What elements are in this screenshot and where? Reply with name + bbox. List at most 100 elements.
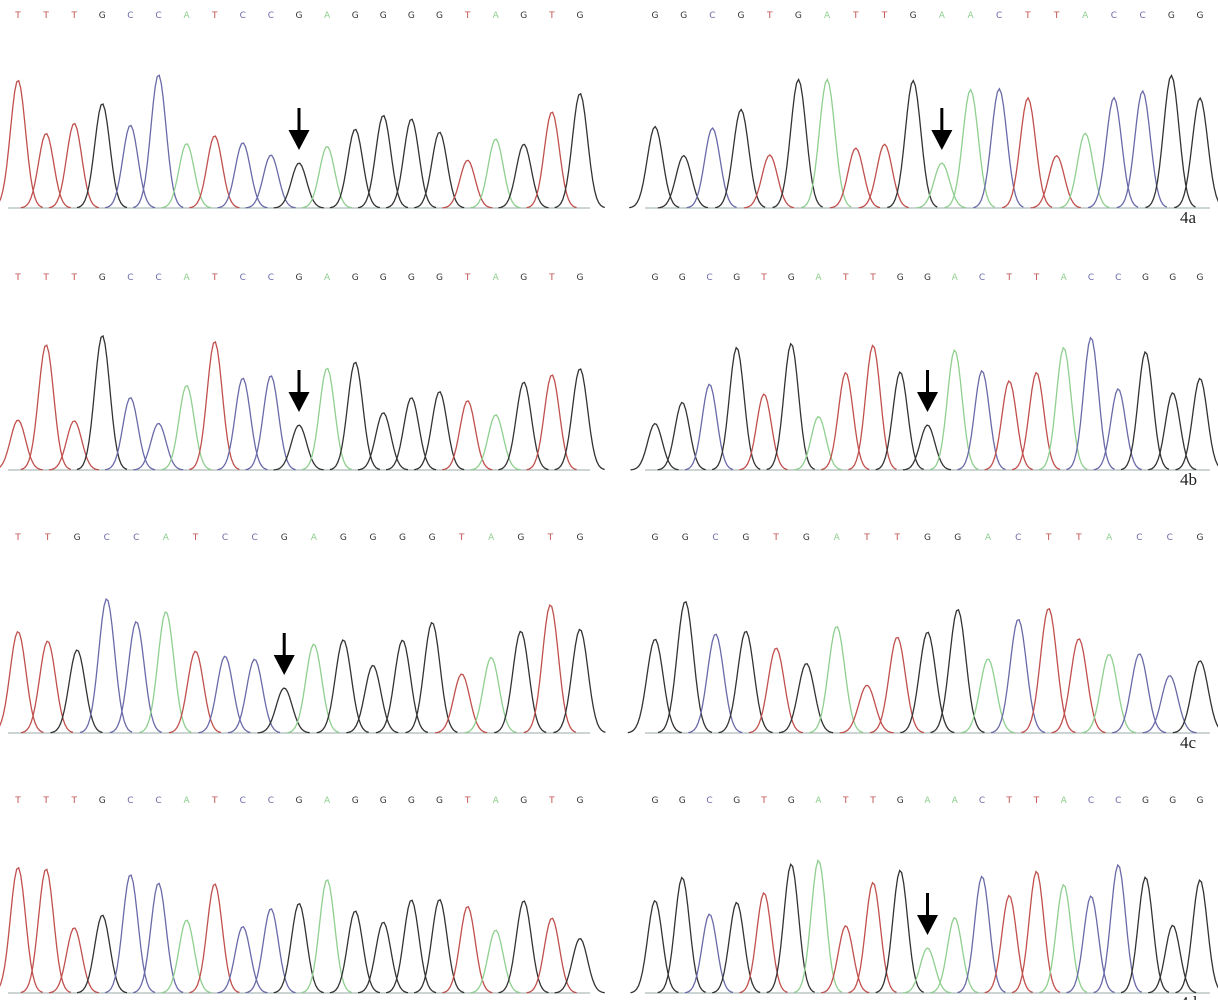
base-call: T	[869, 796, 876, 806]
base-call: G	[520, 273, 527, 283]
base-call: C	[155, 273, 161, 283]
base-call: A	[163, 533, 170, 543]
trace-peak	[246, 909, 296, 993]
base-call: G	[296, 796, 303, 806]
base-call: G	[281, 533, 288, 543]
trace-peak	[527, 375, 577, 470]
trace-peak	[527, 112, 577, 207]
base-call: T	[842, 796, 849, 806]
base-call: T	[881, 11, 888, 21]
base-call: C	[104, 533, 110, 543]
trace-peak	[105, 875, 155, 993]
base-call: A	[493, 796, 500, 806]
base-call: A	[184, 796, 191, 806]
trace-peak	[1121, 877, 1169, 992]
trace-peak	[555, 94, 605, 208]
trace-peak	[849, 883, 897, 993]
arrow	[289, 370, 310, 412]
trace-peak	[658, 878, 706, 993]
trace-peak	[712, 348, 760, 470]
trace-peak	[744, 155, 794, 208]
trace-peak	[870, 637, 924, 732]
base-call: C	[127, 11, 133, 21]
base-call: G	[680, 11, 687, 21]
trace-peak	[139, 612, 191, 733]
trace-peak	[973, 89, 1023, 208]
base-call: C	[222, 533, 228, 543]
base-call: C	[979, 796, 985, 806]
base-call: C	[268, 273, 274, 283]
trace-peak	[1174, 98, 1218, 208]
trace-peak	[1012, 373, 1060, 470]
trace-peak	[198, 656, 250, 732]
base-call: C	[1088, 273, 1094, 283]
base-call: C	[706, 273, 712, 283]
base-call: G	[380, 11, 387, 21]
base-call: G	[99, 273, 106, 283]
base-call: G	[296, 11, 303, 21]
base-call: G	[577, 533, 584, 543]
base-call: G	[408, 796, 415, 806]
trace-peak	[658, 403, 706, 470]
base-call: C	[268, 796, 274, 806]
base-call: A	[488, 533, 495, 543]
base-call: G	[924, 533, 931, 543]
base-call: A	[815, 796, 822, 806]
base-call: T	[547, 533, 554, 543]
trace-peak	[931, 610, 985, 733]
panel-label: 4a	[1180, 208, 1197, 227]
base-call: A	[184, 11, 191, 21]
trace-peak	[0, 420, 43, 470]
trace-peak	[0, 81, 43, 208]
base-call: T	[863, 533, 870, 543]
trace-peak	[169, 651, 221, 732]
base-call: C	[1136, 533, 1142, 543]
base-call: G	[788, 273, 795, 283]
trace-peak	[189, 342, 239, 470]
trace-peak	[21, 134, 71, 208]
trace-peak	[258, 688, 310, 733]
trace-peak	[21, 641, 73, 732]
panel-label: 4c	[1180, 733, 1197, 752]
trace-peak	[302, 368, 352, 469]
trace-peak	[386, 900, 436, 992]
base-call: G	[910, 11, 917, 21]
base-call: G	[742, 533, 749, 543]
trace-peak	[386, 398, 436, 470]
base-call: C	[155, 11, 161, 21]
arrow	[917, 893, 938, 935]
base-call: T	[70, 273, 77, 283]
trace-peak	[1094, 865, 1142, 992]
base-call: A	[1061, 796, 1068, 806]
base-call: A	[324, 11, 331, 21]
base-call: C	[133, 533, 139, 543]
trace-peak	[524, 605, 576, 732]
trace-peak	[740, 893, 788, 993]
trace-peak	[629, 127, 679, 208]
base-call: G	[1169, 796, 1176, 806]
arrow	[289, 108, 310, 150]
base-call: T	[1033, 796, 1040, 806]
base-call: T	[14, 273, 21, 283]
base-call: T	[211, 11, 218, 21]
panel-label: 4b	[1180, 470, 1197, 489]
base-call: G	[1142, 796, 1149, 806]
base-call: C	[1111, 11, 1117, 21]
trace-peak	[21, 869, 71, 992]
base-call: T	[70, 11, 77, 21]
base-call: G	[679, 273, 686, 283]
trace-peak	[1088, 98, 1138, 208]
base-call: G	[340, 533, 347, 543]
base-call: T	[464, 11, 471, 21]
trace-peak	[767, 864, 815, 992]
arrow	[917, 370, 938, 412]
base-call: G	[1197, 533, 1204, 543]
base-call: A	[952, 796, 959, 806]
trace-peak	[287, 644, 339, 732]
base-call: C	[1167, 533, 1173, 543]
base-call: T	[1053, 11, 1060, 21]
base-call: C	[979, 273, 985, 283]
trace-peak	[330, 362, 380, 469]
base-call: T	[766, 11, 773, 21]
base-call: T	[42, 796, 49, 806]
